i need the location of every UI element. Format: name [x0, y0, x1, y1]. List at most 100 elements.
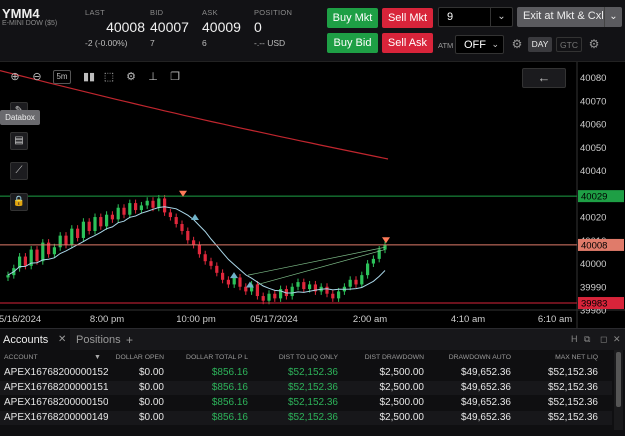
time-axis-label: 8:00 pm	[90, 314, 124, 325]
candle-body	[64, 235, 68, 245]
ask-label: ASK	[202, 8, 218, 17]
quote-bar: YMM4 E-MINI DOW ($5) LAST 40008 -2 (-0.0…	[0, 0, 625, 62]
candle-body	[296, 282, 300, 287]
candle-body	[168, 212, 172, 218]
fast-moving-average-line	[7, 206, 386, 294]
candle-body	[180, 224, 184, 231]
candle-body	[122, 207, 126, 215]
buy-bid-button[interactable]: Buy Bid	[327, 33, 378, 53]
candle-body	[157, 198, 161, 208]
bid-quote: BID 40007 7	[150, 8, 195, 48]
column-header-dist-drawdown[interactable]: DIST DRAWDOWN	[364, 354, 424, 361]
candle-body	[93, 217, 97, 231]
column-header-max-net-liq[interactable]: MAX NET LIQ	[555, 354, 598, 361]
back-arrow-icon[interactable]: ←	[522, 68, 566, 88]
exit-at-market-button[interactable]: Exit at Mkt & Cxl ⌄	[517, 7, 622, 27]
price-tick-label: 40050	[580, 143, 606, 154]
candle-body	[238, 277, 242, 287]
candle-body	[331, 293, 335, 299]
candle-body	[105, 214, 109, 227]
zoom-out-icon[interactable]: ⊖	[32, 71, 42, 83]
table-row[interactable]: APEX16768200000151 $0.00 $856.16 $52,152…	[0, 381, 612, 395]
sell-signal-marker	[179, 190, 187, 197]
candle-body	[29, 249, 33, 266]
buy-signal-marker	[246, 281, 254, 288]
price-tick-label: 40070	[580, 96, 606, 107]
sell-ask-button[interactable]: Sell Ask	[382, 33, 433, 53]
atm-label: ATM	[438, 41, 454, 50]
draw-line-icon[interactable]: ⟋	[10, 162, 28, 180]
close-panel-icon[interactable]: ✕	[613, 334, 621, 344]
column-header-total-pl[interactable]: DOLLAR TOTAL P L	[186, 354, 248, 361]
chevron-down-icon[interactable]: ⌄	[604, 7, 622, 27]
column-header-dist-liq[interactable]: DIST TO LIQ ONLY	[278, 354, 338, 361]
tab-accounts[interactable]: Accounts ✕	[0, 329, 70, 351]
maximize-icon[interactable]: ◻	[600, 334, 608, 344]
tif-gtc-toggle[interactable]: GTC	[556, 37, 582, 52]
crosshair-icon[interactable]: ⬚	[103, 71, 115, 83]
table-row[interactable]: APEX16768200000152 $0.00 $856.16 $52,152…	[0, 366, 612, 380]
candle-body	[308, 284, 312, 290]
gear-icon[interactable]: ⚙	[588, 37, 600, 51]
tif-day-toggle[interactable]: DAY	[528, 37, 552, 52]
cell-max-net-liq: $52,152.36	[547, 397, 598, 408]
candle-body	[186, 230, 190, 241]
zoom-in-icon[interactable]: ⊕	[10, 71, 20, 83]
quantity-select[interactable]: 9 ⌄	[438, 7, 513, 27]
candle-body	[360, 275, 364, 285]
candle-body	[244, 286, 248, 292]
atm-select[interactable]: OFF ⌄	[455, 35, 504, 54]
cell-drawdown-auto: $49,652.36	[460, 382, 511, 393]
ask-size: 6	[202, 38, 207, 48]
candle-body	[255, 284, 259, 297]
scrollbar-thumb[interactable]	[616, 352, 621, 407]
table-row[interactable]: APEX16768200000149 $0.00 $856.16 $52,152…	[0, 411, 612, 425]
gear-icon[interactable]: ⚙	[511, 37, 523, 51]
settings-icon[interactable]: ⚙	[126, 71, 136, 83]
column-header-drawdown-auto[interactable]: DRAWDOWN AUTO	[448, 354, 511, 361]
cell-account: APEX16768200000152	[4, 367, 108, 378]
column-header-dollar-open[interactable]: DOLLAR OPEN	[115, 354, 164, 361]
cell-max-net-liq: $52,152.36	[547, 382, 598, 393]
candle-body	[348, 279, 352, 287]
price-tick-label: 40060	[580, 120, 606, 131]
cell-dist-drawdown: $2,500.00	[379, 367, 425, 378]
time-axis-label: 10:00 pm	[176, 314, 216, 325]
close-icon[interactable]: ✕	[58, 334, 67, 345]
candle-body	[279, 289, 283, 299]
lock-icon[interactable]: 🔒	[10, 193, 28, 211]
add-tab-icon[interactable]: +	[126, 333, 134, 347]
candles-icon[interactable]: ▮▮	[82, 71, 96, 83]
indicators-icon[interactable]: ⊥	[148, 71, 158, 83]
price-level-label: 39983	[581, 299, 607, 310]
ask-price: 40009	[202, 19, 241, 35]
filter-icon[interactable]: ▼	[94, 354, 101, 361]
interval-button[interactable]: 5m	[53, 70, 71, 84]
sell-market-button[interactable]: Sell Mkt	[382, 8, 433, 28]
candle-body	[209, 261, 213, 266]
buy-market-button[interactable]: Buy Mkt	[327, 8, 378, 28]
chart-canvas[interactable]: 4008040070400604005040040400304002040010…	[0, 62, 625, 328]
price-chart[interactable]: 4008040070400604005040040400304002040010…	[0, 62, 625, 328]
price-tick-label: 39990	[580, 282, 606, 293]
table-row[interactable]: APEX16768200000150 $0.00 $856.16 $52,152…	[0, 396, 612, 410]
candle-body	[261, 296, 265, 301]
last-change: -2 (-0.00%)	[85, 38, 128, 48]
templates-icon[interactable]: ❐	[170, 71, 180, 83]
price-tick-label: 40000	[580, 259, 606, 270]
databox-icon[interactable]: ▤	[10, 132, 28, 150]
chevron-down-icon: ⌄	[491, 39, 499, 49]
instrument-symbol[interactable]: YMM4	[2, 6, 40, 21]
candle-body	[325, 286, 329, 294]
candle-body	[273, 293, 277, 299]
table-scrollbar[interactable]	[614, 350, 623, 430]
candle-body	[302, 282, 306, 290]
panel-menu-icon[interactable]: H	[571, 334, 578, 344]
candle-body	[87, 221, 91, 231]
candle-body	[81, 221, 85, 238]
cell-dist-liq: $52,152.36	[287, 382, 338, 393]
column-header-account[interactable]: ACCOUNT	[4, 354, 38, 361]
candle-body	[163, 198, 167, 213]
tab-positions[interactable]: Positions	[76, 334, 121, 346]
popout-icon[interactable]: ⧉	[584, 334, 591, 344]
